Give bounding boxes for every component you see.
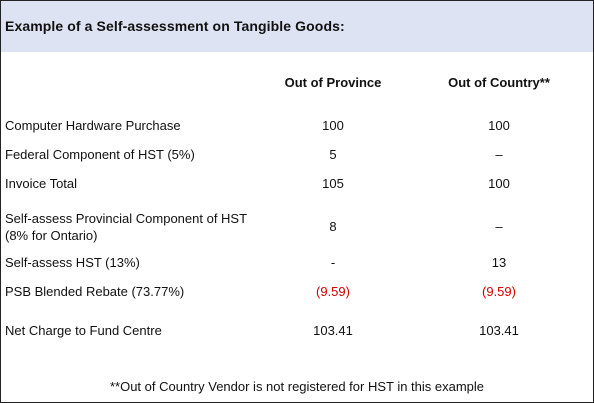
column-header-out-of-province: Out of Province: [284, 75, 382, 90]
table-title: Example of a Self-assessment on Tangible…: [5, 18, 345, 34]
row-label-self-assess-provincial: Self-assess Provincial Component of HST …: [5, 211, 247, 243]
row-label-net-charge: Net Charge to Fund Centre: [5, 323, 162, 338]
row-label-self-assess-hst: Self-assess HST (13%): [5, 255, 140, 270]
cell-province-psb-rebate: (9.59): [316, 284, 350, 299]
row-label-federal-component-hst: Federal Component of HST (5%): [5, 147, 195, 162]
cell-country-self-assess-hst: 13: [491, 255, 507, 270]
cell-country-computer-hardware: 100: [488, 118, 510, 133]
cell-province-computer-hardware: 100: [322, 118, 344, 133]
row-label-psb-blended-rebate: PSB Blended Rebate (73.77%): [5, 284, 185, 299]
cell-province-net-charge: 103.41: [313, 323, 353, 338]
cell-country-self-assess-provincial: –: [495, 219, 503, 234]
cell-province-federal-component: 5: [329, 147, 337, 162]
row-label-computer-hardware-purchase: Computer Hardware Purchase: [5, 118, 181, 133]
cell-country-psb-rebate: (9.59): [482, 284, 516, 299]
cell-country-invoice-total: 100: [488, 176, 510, 191]
cell-province-self-assess-provincial: 8: [329, 219, 337, 234]
footnote: **Out of Country Vendor is not registere…: [109, 379, 485, 394]
cell-province-invoice-total: 105: [322, 176, 344, 191]
table-header: Example of a Self-assessment on Tangible…: [1, 1, 593, 52]
cell-province-self-assess-hst: -: [330, 255, 336, 270]
column-header-out-of-country: Out of Country**: [448, 75, 550, 90]
cell-country-federal-component: –: [495, 147, 503, 162]
row-label-invoice-total: Invoice Total: [5, 176, 78, 191]
cell-country-net-charge: 103.41: [479, 323, 519, 338]
